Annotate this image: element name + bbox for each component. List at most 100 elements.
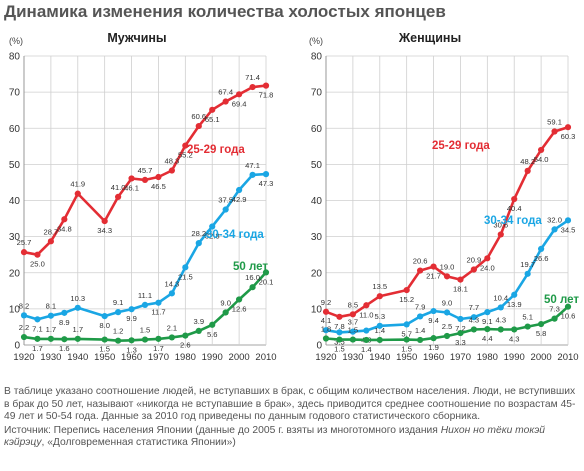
data-point (470, 326, 477, 333)
data-label: 4.3 (495, 315, 506, 324)
data-label: 1.5 (401, 345, 412, 354)
y-tick-label: 10 (311, 304, 323, 315)
data-label: 1.4 (374, 326, 385, 335)
data-label: 25.0 (30, 260, 45, 269)
data-label: 19.0 (440, 262, 455, 271)
data-label: 7.3 (549, 305, 560, 314)
data-label: 9.0 (220, 298, 231, 307)
data-point (551, 128, 558, 135)
data-label: 28.2 (191, 229, 206, 238)
data-point (457, 276, 464, 283)
notes: В таблице указано соотношение людей, не … (4, 386, 580, 451)
data-point (403, 321, 410, 328)
y-tick-label: 80 (311, 52, 323, 63)
data-label: 8.1 (46, 302, 57, 311)
data-label: 34.5 (561, 225, 576, 234)
data-point (457, 315, 464, 323)
data-point (470, 266, 477, 273)
data-label: 20.6 (413, 257, 428, 266)
data-point (322, 327, 330, 334)
x-tick-label: 1920 (13, 352, 34, 363)
data-point (524, 323, 531, 330)
data-label: 8.9 (59, 318, 70, 327)
series-name-label: 50 лет (544, 294, 579, 306)
data-label: 12.6 (232, 304, 247, 313)
y-tick-label: 80 (9, 52, 21, 63)
data-label: 4.4 (482, 334, 493, 343)
y-axis-unit: (%) (309, 36, 323, 46)
data-point (209, 106, 216, 113)
data-label: 55.2 (178, 151, 193, 160)
data-point (222, 98, 229, 105)
data-label: 20.1 (259, 277, 274, 286)
y-tick-label: 20 (311, 268, 323, 279)
data-point (511, 291, 518, 298)
x-tick-label: 1990 (202, 352, 223, 363)
x-tick-label: 1990 (504, 352, 525, 363)
data-label: 1.3 (126, 345, 137, 354)
data-point (538, 146, 545, 154)
data-label: 48.3 (164, 157, 179, 166)
data-label: 10.6 (561, 312, 576, 321)
data-point (497, 326, 504, 333)
data-point (538, 320, 545, 328)
data-label: 7.8 (334, 322, 345, 331)
data-point (484, 309, 491, 316)
series-50: 2.21.71.71.61.71.51.21.31.51.72.12.63.95… (19, 261, 274, 354)
data-label: 11.1 (138, 291, 152, 300)
x-tick-label: 2000 (531, 352, 552, 363)
source-prefix: Источник: Перепись населения Японии (дан… (4, 424, 441, 436)
data-point (182, 142, 189, 149)
data-point (470, 314, 477, 321)
data-label: 48.2 (520, 157, 535, 166)
y-tick-label: 0 (316, 341, 322, 352)
data-label: 21.5 (178, 272, 193, 281)
x-tick-label: 2000 (229, 352, 250, 363)
data-point (128, 337, 135, 344)
data-label: 16.0 (245, 273, 260, 282)
data-point (538, 245, 545, 253)
data-label: 18.1 (453, 285, 468, 294)
data-label: 2.6 (180, 341, 191, 350)
data-label: 45.7 (138, 166, 153, 175)
data-label: 2.5 (442, 322, 453, 331)
x-tick-label: 1980 (477, 352, 498, 363)
data-label: 1.5 (348, 326, 359, 335)
data-label: 15.2 (399, 295, 414, 304)
data-point (551, 315, 558, 322)
data-label: 65.1 (205, 115, 220, 124)
data-label: 71.8 (259, 91, 274, 100)
data-point (20, 249, 28, 256)
data-point (47, 312, 54, 319)
series-30-34: 8.2 7.1 8.18.9 10.3 8.0 9.19.9 11.1 11.7 14.321.… (19, 161, 274, 334)
notes-description: В таблице указано соотношение людей, не … (4, 386, 576, 423)
data-point (34, 251, 41, 258)
data-point (101, 336, 108, 343)
x-tick-label: 1920 (315, 352, 336, 363)
x-tick-label: 1960 (423, 352, 444, 363)
data-label: 1.7 (72, 325, 83, 334)
data-point (511, 195, 518, 203)
data-label: 32.8 (205, 232, 220, 241)
data-point (430, 263, 437, 270)
data-label: 28.7 (43, 227, 58, 236)
data-point (115, 193, 122, 200)
data-label: 10.4 (493, 293, 508, 302)
data-point (61, 336, 68, 343)
data-label: 59.1 (547, 118, 562, 127)
data-label: 5.7 (401, 329, 412, 338)
data-label: 9.9 (126, 314, 137, 323)
data-point (236, 296, 243, 303)
data-label: 14.3 (164, 279, 179, 288)
data-point (182, 264, 189, 271)
data-label: 1.6 (59, 344, 70, 353)
data-point (128, 306, 135, 313)
data-point (564, 217, 572, 224)
data-point (511, 326, 518, 333)
data-label: 34.8 (57, 224, 72, 233)
data-label: 54.0 (534, 155, 549, 164)
data-point (443, 273, 451, 280)
data-point (101, 313, 108, 320)
